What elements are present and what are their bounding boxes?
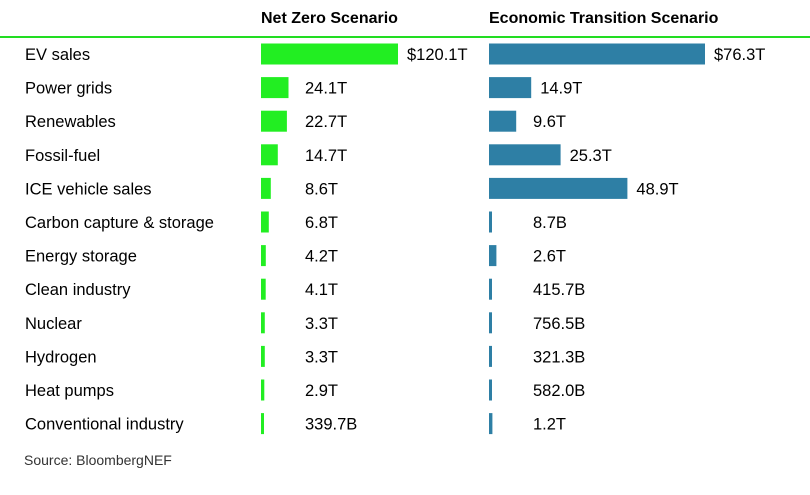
bar-economic-transition-power-grids xyxy=(489,77,532,99)
category-label-power-grids: Power grids xyxy=(25,80,112,98)
bar-net-zero-clean-industry xyxy=(261,278,266,300)
bar-net-zero-energy-storage xyxy=(261,245,266,267)
category-label-carbon-capture-storage: Carbon capture & storage xyxy=(25,214,214,232)
bar-economic-transition-heat-pumps xyxy=(489,379,492,401)
category-label-conventional-industry: Conventional industry xyxy=(25,416,184,434)
bar-net-zero-ev-sales xyxy=(261,43,398,65)
category-label-energy-storage: Energy storage xyxy=(25,248,137,266)
value-label-net-zero-ice-vehicle-sales: 8.6T xyxy=(305,180,338,198)
value-label-net-zero-energy-storage: 4.2T xyxy=(305,248,338,266)
chart-rows: EV sales $120.1T $76.3T Power grids 24.1T 14.… xyxy=(25,43,765,435)
value-label-economic-transition-hydrogen: 321.3B xyxy=(533,348,585,366)
category-label-clean-industry: Clean industry xyxy=(25,281,131,299)
value-label-net-zero-fossil-fuel: 14.7T xyxy=(305,147,347,165)
series-header-net-zero: Net Zero Scenario xyxy=(261,10,398,27)
value-label-economic-transition-carbon-capture-storage: 8.7B xyxy=(533,214,567,232)
category-label-heat-pumps: Heat pumps xyxy=(25,382,114,400)
value-label-economic-transition-ice-vehicle-sales: 48.9T xyxy=(636,180,678,198)
bar-net-zero-hydrogen xyxy=(261,345,265,367)
category-label-hydrogen: Hydrogen xyxy=(25,348,97,366)
bar-net-zero-heat-pumps xyxy=(261,379,265,401)
bar-economic-transition-fossil-fuel xyxy=(489,144,561,166)
value-label-net-zero-nuclear: 3.3T xyxy=(305,315,338,333)
value-label-net-zero-ev-sales: $120.1T xyxy=(407,46,468,64)
value-label-economic-transition-power-grids: 14.9T xyxy=(540,80,582,98)
bar-economic-transition-ev-sales xyxy=(489,43,705,65)
source-note: Source: BloombergNEF xyxy=(24,452,172,468)
value-label-net-zero-renewables: 22.7T xyxy=(305,113,347,131)
bar-economic-transition-carbon-capture-storage xyxy=(489,211,492,233)
category-label-nuclear: Nuclear xyxy=(25,315,82,333)
value-label-economic-transition-fossil-fuel: 25.3T xyxy=(570,147,612,165)
category-label-ice-vehicle-sales: ICE vehicle sales xyxy=(25,180,152,198)
value-label-economic-transition-heat-pumps: 582.0B xyxy=(533,382,585,400)
value-label-net-zero-hydrogen: 3.3T xyxy=(305,348,338,366)
bar-economic-transition-energy-storage xyxy=(489,245,497,267)
bar-net-zero-nuclear xyxy=(261,312,265,334)
bar-net-zero-renewables xyxy=(261,110,287,132)
bar-economic-transition-ice-vehicle-sales xyxy=(489,177,628,199)
value-label-net-zero-clean-industry: 4.1T xyxy=(305,281,338,299)
bar-economic-transition-conventional-industry xyxy=(489,413,493,435)
value-label-economic-transition-renewables: 9.6T xyxy=(533,113,566,131)
bar-net-zero-ice-vehicle-sales xyxy=(261,177,271,199)
bar-net-zero-carbon-capture-storage xyxy=(261,211,269,233)
series-header-economic-transition: Economic Transition Scenario xyxy=(489,10,719,27)
bar-net-zero-fossil-fuel xyxy=(261,144,278,166)
category-label-ev-sales: EV sales xyxy=(25,46,90,64)
bar-net-zero-conventional-industry xyxy=(261,413,264,435)
bar-economic-transition-renewables xyxy=(489,110,517,132)
value-label-net-zero-carbon-capture-storage: 6.8T xyxy=(305,214,338,232)
value-label-net-zero-heat-pumps: 2.9T xyxy=(305,382,338,400)
value-label-economic-transition-clean-industry: 415.7B xyxy=(533,281,585,299)
value-label-net-zero-conventional-industry: 339.7B xyxy=(305,416,357,434)
bar-net-zero-power-grids xyxy=(261,77,289,99)
chart: Net Zero Scenario Economic Transition Sc… xyxy=(0,10,810,435)
value-label-economic-transition-conventional-industry: 1.2T xyxy=(533,416,566,434)
value-label-net-zero-power-grids: 24.1T xyxy=(305,80,347,98)
value-label-economic-transition-energy-storage: 2.6T xyxy=(533,248,566,266)
category-label-renewables: Renewables xyxy=(25,113,116,131)
bar-economic-transition-nuclear xyxy=(489,312,492,334)
bar-economic-transition-hydrogen xyxy=(489,345,492,367)
value-label-economic-transition-ev-sales: $76.3T xyxy=(714,46,765,64)
bar-economic-transition-clean-industry xyxy=(489,278,492,300)
category-label-fossil-fuel: Fossil-fuel xyxy=(25,147,100,165)
value-label-economic-transition-nuclear: 756.5B xyxy=(533,315,585,333)
